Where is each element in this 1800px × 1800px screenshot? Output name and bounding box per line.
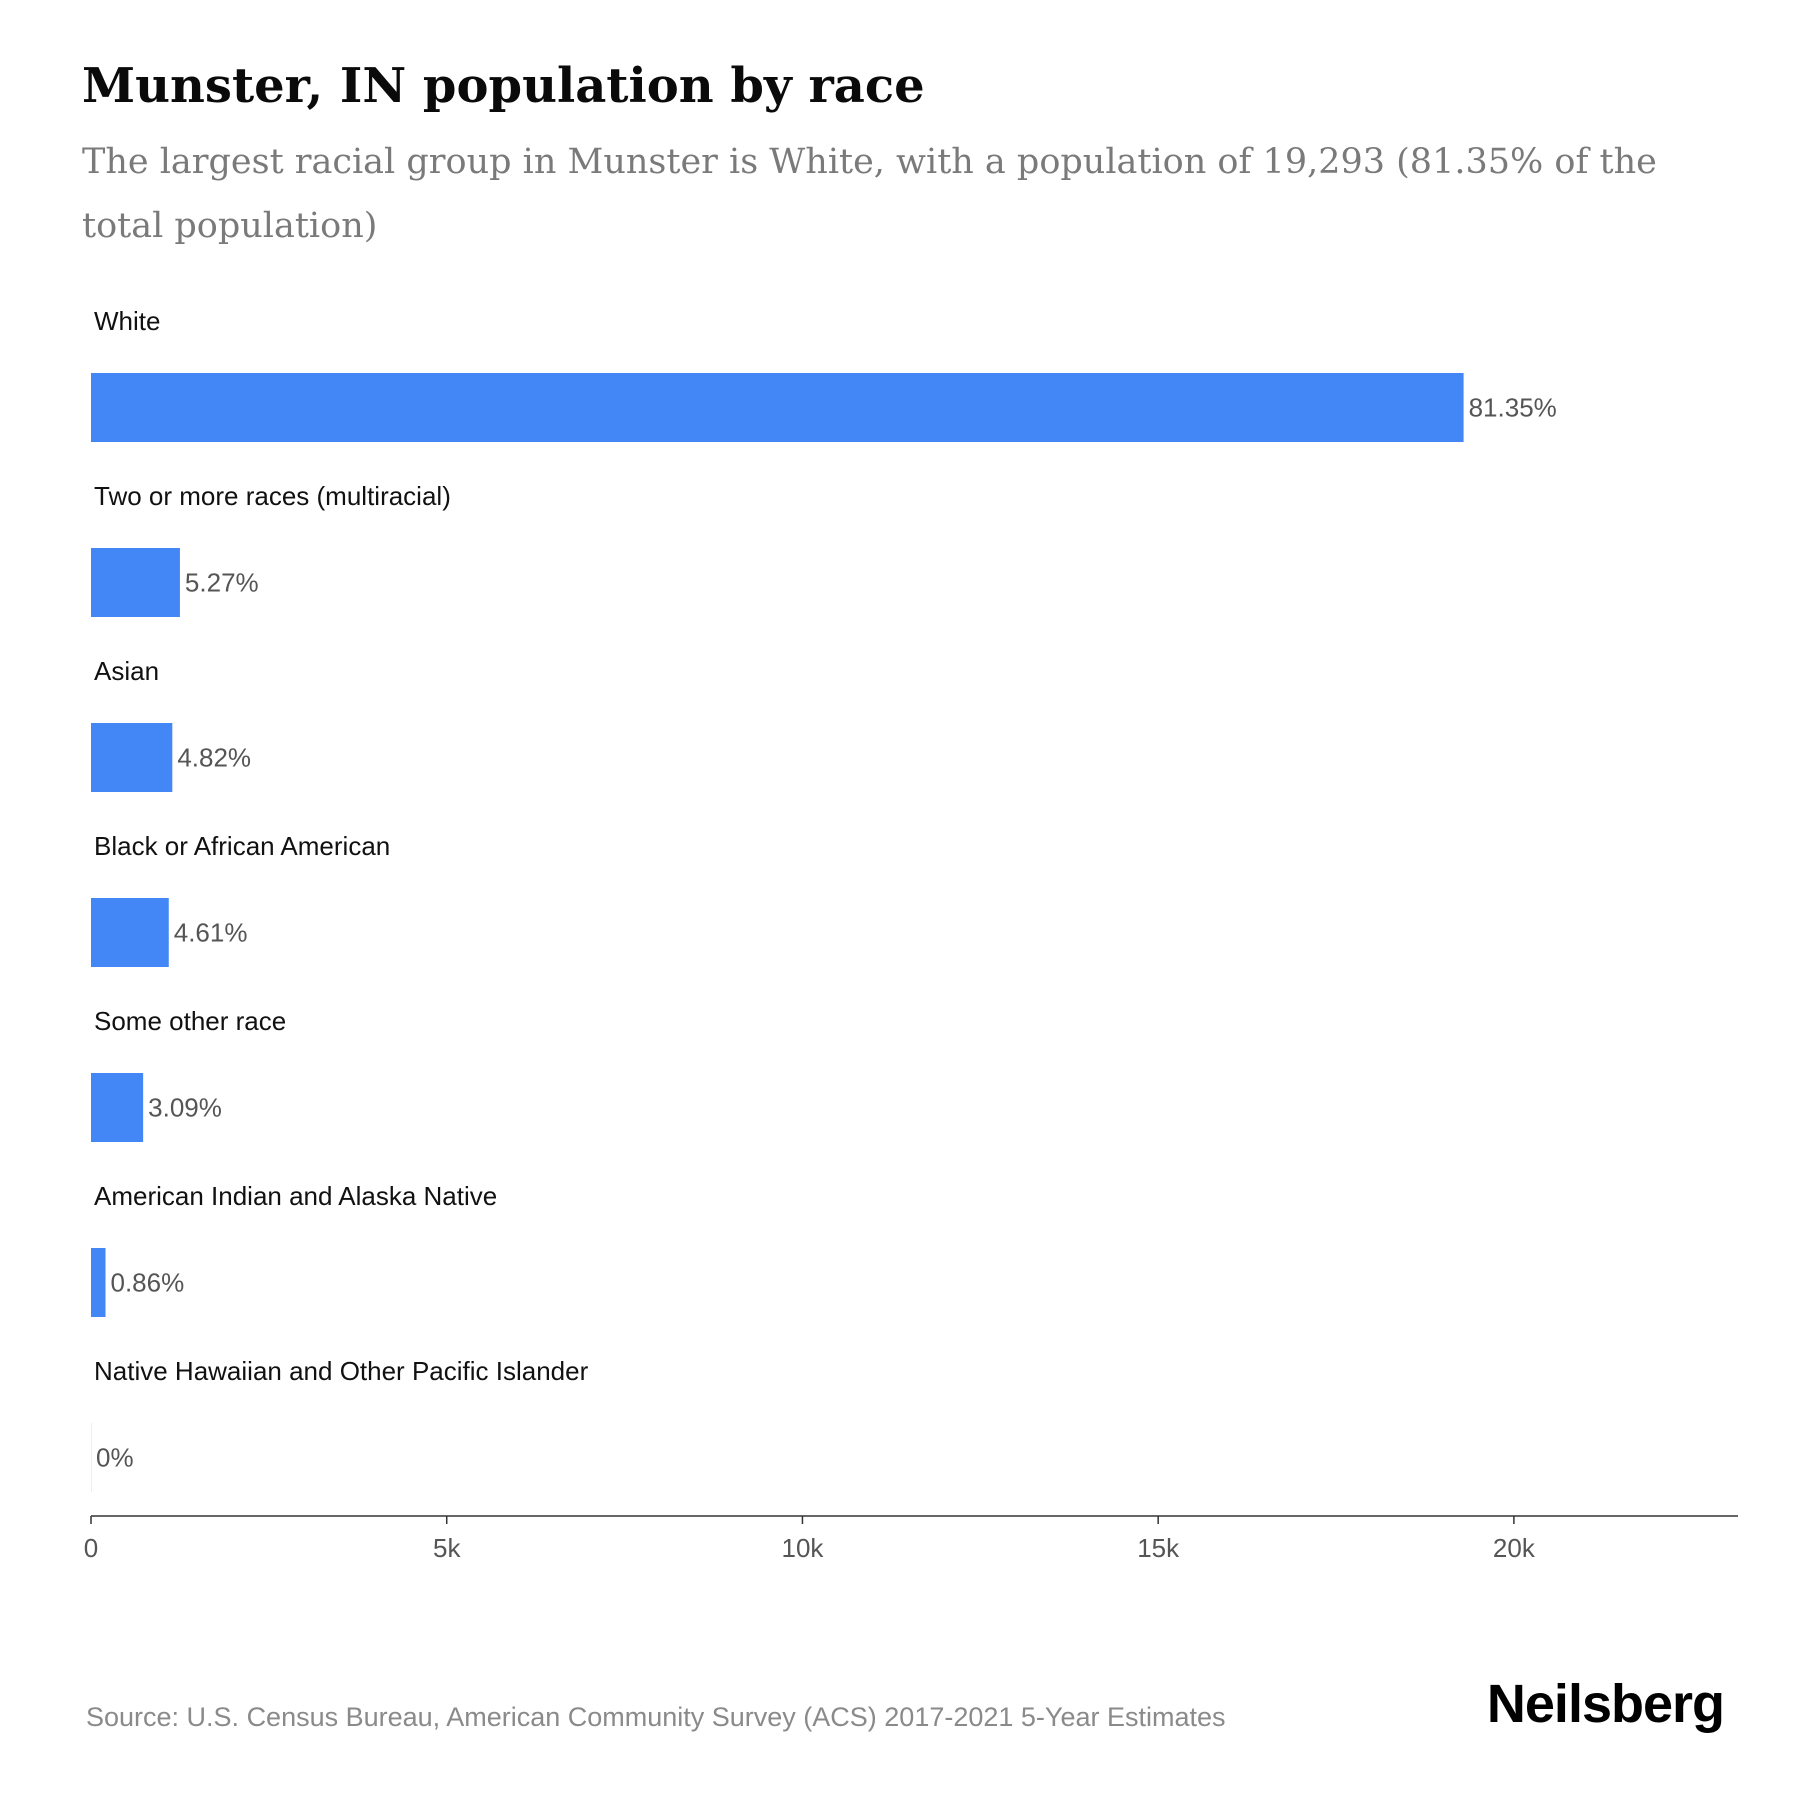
x-tick-label: 10k bbox=[781, 1533, 824, 1563]
category-label: Asian bbox=[94, 656, 159, 686]
bar bbox=[91, 1073, 144, 1142]
data-label: 5.27% bbox=[185, 568, 259, 598]
chart-title: Munster, IN population by race bbox=[82, 58, 925, 114]
data-label: 0.86% bbox=[111, 1268, 185, 1298]
category-label: Some other race bbox=[94, 1006, 286, 1036]
data-label: 0% bbox=[96, 1443, 134, 1473]
source-note: Source: U.S. Census Bureau, American Com… bbox=[86, 1702, 1226, 1732]
neilsberg-logo: Neilsberg bbox=[1486, 1674, 1725, 1734]
x-tick-label: 0 bbox=[84, 1533, 98, 1563]
data-label: 81.35% bbox=[1469, 393, 1557, 423]
data-label: 4.61% bbox=[174, 918, 248, 948]
category-label: Native Hawaiian and Other Pacific Island… bbox=[94, 1356, 589, 1386]
data-label: 3.09% bbox=[148, 1093, 222, 1123]
chart-subtitle: The largest racial group in Munster is W… bbox=[82, 142, 1657, 246]
category-label: Two or more races (multiracial) bbox=[94, 481, 451, 511]
category-label: American Indian and Alaska Native bbox=[94, 1181, 497, 1211]
category-label: Black or African American bbox=[94, 831, 390, 861]
bar bbox=[91, 723, 173, 792]
bar bbox=[91, 1248, 106, 1317]
bar bbox=[91, 898, 169, 967]
x-tick-label: 5k bbox=[433, 1533, 461, 1563]
x-tick-label: 20k bbox=[1493, 1533, 1536, 1563]
category-label: White bbox=[94, 306, 160, 336]
x-tick-label: 15k bbox=[1137, 1533, 1180, 1563]
data-label: 4.82% bbox=[177, 743, 251, 773]
bar bbox=[91, 373, 1464, 442]
bar bbox=[91, 548, 180, 617]
